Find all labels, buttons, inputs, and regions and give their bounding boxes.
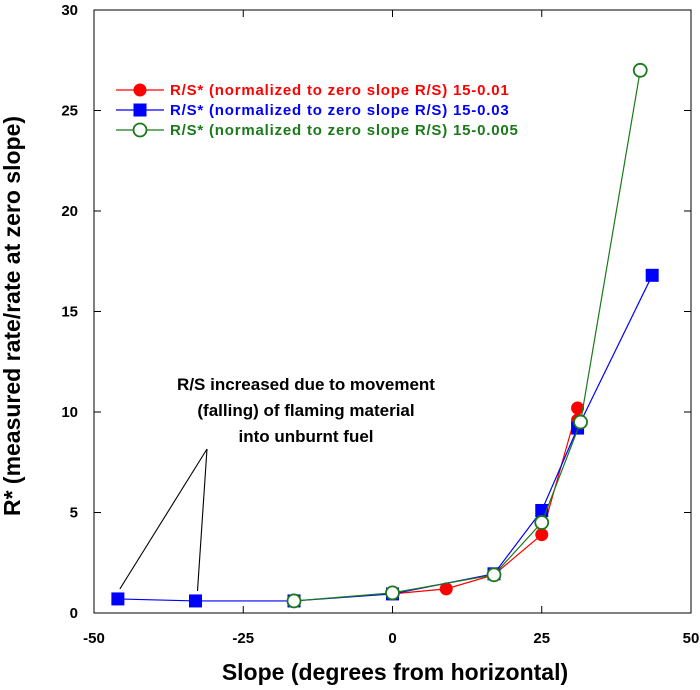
x-tick-label: -25 [232, 630, 254, 647]
annotation-arrow-2 [196, 448, 208, 591]
annotation-line-1: R/S increased due to movement [177, 375, 435, 394]
annotation: R/S increased due to movement (falling) o… [119, 375, 435, 591]
series-3-line [293, 70, 641, 602]
series-2-point [188, 594, 202, 608]
series-3 [286, 62, 648, 609]
x-axis-title: Slope (degrees from horizontal) [222, 659, 568, 685]
y-tick-label: 0 [70, 605, 78, 622]
legend-label: R/S* (normalized to zero slope R/S) 15-0… [170, 102, 509, 119]
series-2-line [117, 275, 653, 602]
y-tick-label: 20 [61, 203, 78, 220]
series-2-point [645, 268, 659, 282]
legend: R/S* (normalized to zero slope R/S) 15-0… [116, 82, 519, 139]
y-tick-label: 30 [61, 2, 78, 19]
legend-marker [133, 83, 147, 97]
annotation-line-2: (falling) of flaming material [197, 401, 414, 420]
x-tick-label: 50 [683, 630, 700, 647]
legend-marker [132, 122, 148, 138]
axes: -50 -25 0 25 50 0 5 10 15 20 25 30 [61, 2, 699, 647]
y-tick-label: 25 [61, 103, 78, 120]
series-3-point [286, 593, 302, 609]
y-axis-title: R* (measured rate/rate at zero slope) [0, 116, 25, 516]
x-tick-label: -50 [83, 630, 105, 647]
x-tick-label: 0 [388, 630, 396, 647]
annotation-arrow-1 [119, 448, 208, 590]
y-tick-label: 15 [61, 304, 78, 321]
series-layer [111, 62, 659, 609]
series-3-point [632, 62, 648, 78]
series-2-point [111, 592, 125, 606]
series-3-point [486, 567, 502, 583]
series-3-point [534, 515, 550, 530]
y-tick-label: 10 [61, 404, 78, 421]
legend-label: R/S* (normalized to zero slope R/S) 15-0… [170, 122, 519, 139]
series-3-point [573, 414, 588, 430]
series-2 [111, 268, 659, 608]
series-3-point [385, 585, 400, 601]
series-1-point [535, 528, 549, 542]
legend-label: R/S* (normalized to zero slope R/S) 15-0… [170, 82, 509, 99]
series-1 [386, 401, 585, 601]
annotation-line-3: into unburnt fuel [238, 427, 373, 446]
y-tick-label: 5 [70, 505, 78, 522]
legend-marker [133, 103, 147, 117]
plot-frame [93, 9, 692, 614]
x-tick-label: 25 [533, 630, 550, 647]
